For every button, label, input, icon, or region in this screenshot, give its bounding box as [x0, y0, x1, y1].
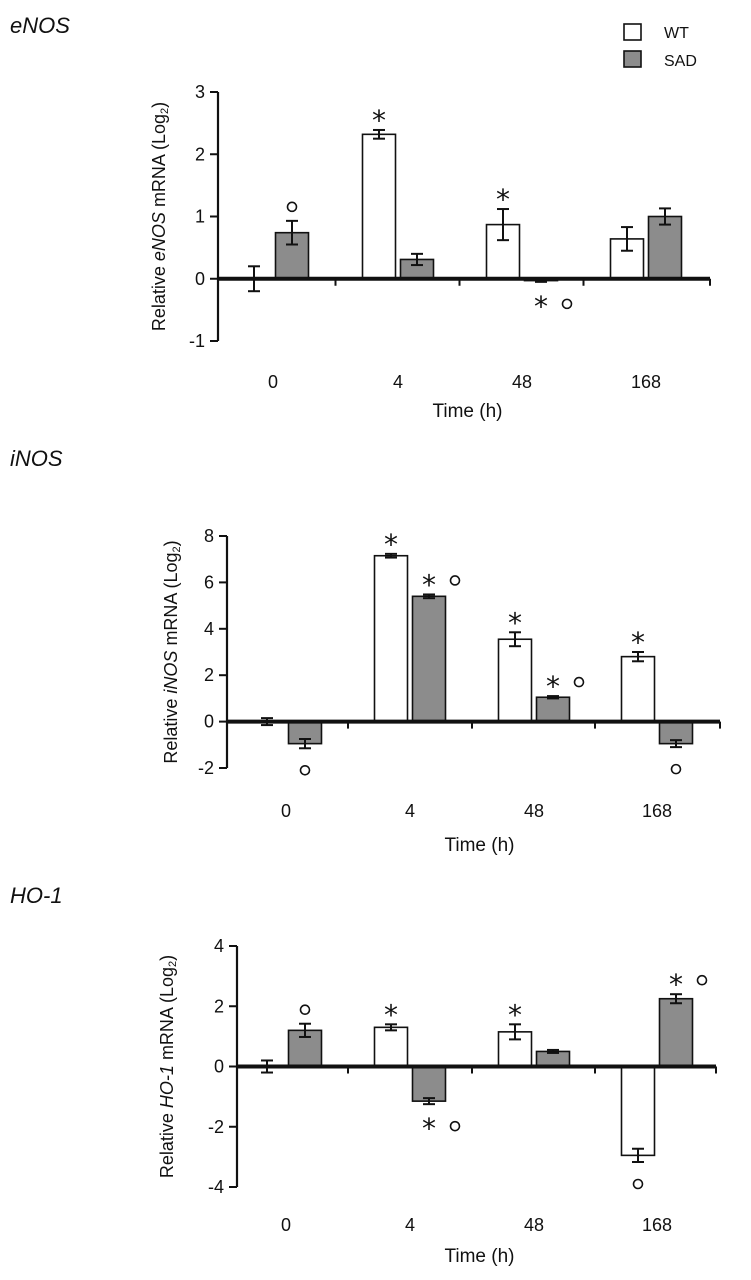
x-tick-label: 168 — [642, 801, 672, 821]
x-axis-label: Time (h) — [444, 1246, 514, 1267]
bar-sad-4 — [411, 1065, 447, 1102]
y-tick-label: -2 — [198, 758, 214, 778]
y-axis-label-gene: HO-1 — [157, 1065, 177, 1108]
x-axis-label: Time (h) — [444, 835, 514, 856]
x-tick-label: 48 — [524, 1215, 544, 1235]
y-tick-label: 1 — [195, 207, 205, 227]
y-axis-label-pre: Relative — [161, 694, 181, 764]
significance-circle-icon — [632, 1178, 644, 1190]
x-tick-label: 4 — [405, 1215, 415, 1235]
significance-circle-icon — [449, 1120, 461, 1132]
legend-label-sad: SAD — [664, 53, 697, 70]
bar-sad-4 — [411, 595, 447, 723]
x-tick-label: 0 — [281, 801, 291, 821]
y-axis-label-pre: Relative — [149, 261, 169, 331]
x-tick-label: 4 — [405, 801, 415, 821]
bar-sad-168 — [647, 215, 683, 280]
bar-wt-168 — [620, 655, 656, 723]
y-axis-label-gene: eNOS — [149, 212, 169, 261]
y-axis-label: Relative iNOS mRNA (Log2) — [161, 540, 183, 763]
y-axis-label-post: mRNA (Log — [157, 967, 177, 1065]
y-tick-label: 0 — [214, 1057, 224, 1077]
y-tick-label: 2 — [204, 665, 214, 685]
bar-wt-4 — [373, 554, 409, 723]
y-axis-label-end: ) — [149, 102, 169, 108]
panel-title: eNOS — [10, 13, 70, 38]
significance-asterisk: * — [534, 290, 548, 323]
significance-asterisk: * — [546, 670, 560, 703]
significance-circle-icon — [696, 974, 708, 986]
bar-wt-168 — [620, 1065, 656, 1157]
significance-asterisk: * — [508, 998, 522, 1031]
y-tick-label: 3 — [195, 82, 205, 102]
significance-asterisk: * — [384, 528, 398, 561]
bar-wt-4 — [361, 133, 397, 280]
bar-sad-168 — [658, 997, 694, 1068]
y-axis-label-sub: 2 — [159, 108, 171, 114]
y-axis-label-post: mRNA (Log — [161, 553, 181, 651]
x-tick-label: 48 — [524, 801, 544, 821]
x-tick-label: 0 — [281, 1215, 291, 1235]
y-tick-label: 6 — [204, 572, 214, 592]
y-axis-label-end: ) — [157, 955, 177, 961]
y-axis-label-post: mRNA (Log — [149, 114, 169, 212]
y-axis-label-end: ) — [161, 540, 181, 546]
y-tick-label: -2 — [208, 1117, 224, 1137]
significance-asterisk: * — [422, 568, 436, 601]
significance-circle-icon — [299, 1004, 311, 1016]
y-tick-label: -1 — [189, 331, 205, 351]
significance-circle-icon — [670, 763, 682, 775]
y-tick-label: 8 — [204, 526, 214, 546]
y-axis-label: Relative eNOS mRNA (Log2) — [149, 102, 171, 331]
panel-title: HO-1 — [10, 883, 63, 908]
significance-circle-icon — [573, 676, 585, 688]
bar-wt-48 — [497, 638, 533, 723]
x-tick-label: 168 — [642, 1215, 672, 1235]
significance-asterisk: * — [508, 606, 522, 639]
x-tick-label: 168 — [631, 372, 661, 392]
significance-asterisk: * — [631, 626, 645, 659]
x-tick-label: 0 — [268, 372, 278, 392]
significance-circle-icon — [286, 201, 298, 213]
x-tick-label: 4 — [393, 372, 403, 392]
y-tick-label: -4 — [208, 1177, 224, 1197]
y-tick-label: 4 — [204, 619, 214, 639]
y-tick-label: 2 — [195, 144, 205, 164]
panel-title: iNOS — [10, 446, 63, 471]
bar-wt-168 — [609, 238, 645, 280]
y-axis-label-sub: 2 — [171, 546, 183, 552]
bar-wt-4 — [373, 1026, 409, 1068]
significance-asterisk: * — [669, 968, 683, 1001]
y-tick-label: 4 — [214, 936, 224, 956]
y-tick-label: 0 — [195, 269, 205, 289]
y-tick-label: 2 — [214, 996, 224, 1016]
y-tick-label: 0 — [204, 712, 214, 732]
significance-circle-icon — [449, 575, 461, 586]
y-axis-label: Relative HO-1 mRNA (Log2) — [157, 955, 179, 1178]
y-axis-label-gene: iNOS — [161, 651, 181, 694]
legend-swatch-wt — [623, 23, 642, 41]
x-tick-label: 48 — [512, 372, 532, 392]
significance-asterisk: * — [372, 104, 386, 137]
legend-swatch-sad — [623, 50, 642, 68]
significance-asterisk: * — [384, 998, 398, 1031]
significance-asterisk: * — [496, 183, 510, 216]
x-axis-label: Time (h) — [432, 401, 502, 422]
legend-label-wt: WT — [664, 25, 689, 42]
legend: WT SAD — [623, 23, 697, 70]
significance-circle-icon — [299, 764, 311, 776]
significance-asterisk: * — [422, 1112, 436, 1145]
significance-circle-icon — [561, 298, 573, 310]
y-axis-label-pre: Relative — [157, 1108, 177, 1178]
y-axis-label-sub: 2 — [167, 961, 179, 967]
